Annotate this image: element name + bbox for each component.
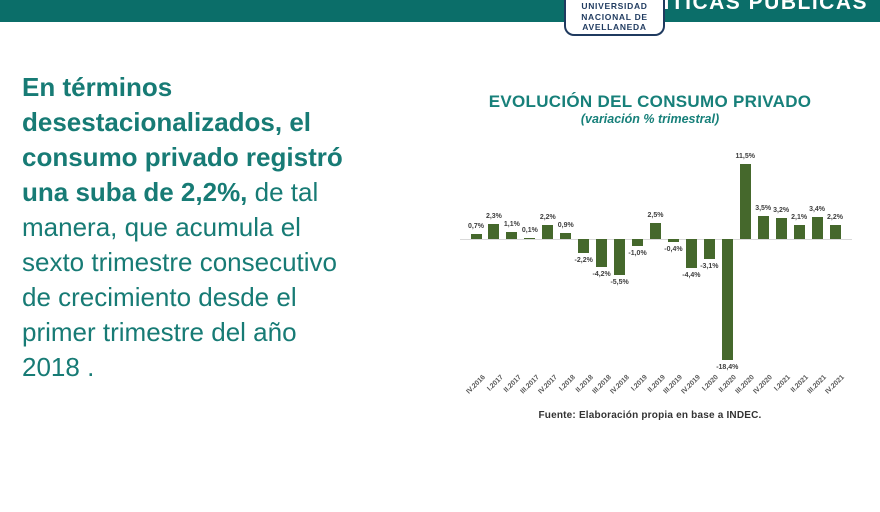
bar: [524, 238, 536, 239]
bar-value-label: 1,1%: [503, 220, 520, 228]
paragraph-regular-text: manera, que acumula el: [22, 212, 301, 242]
paragraph-line: desestacionalizados, el: [22, 105, 452, 140]
bar-value-label: -4,4%: [682, 271, 701, 279]
paragraph-bold-text: consumo privado registró: [22, 142, 343, 172]
bar: [560, 233, 572, 239]
paragraph-line: de crecimiento desde el: [22, 280, 452, 315]
paragraph-line: sexto trimestre consecutivo: [22, 245, 452, 280]
bar-value-label: -3,1%: [700, 263, 719, 271]
bar-value-label: -4,2%: [592, 270, 611, 278]
bar-value-label: 2,5%: [647, 211, 664, 219]
bar-value-label: 3,4%: [809, 205, 826, 213]
bar: [506, 231, 518, 239]
bar-value-label: -5,5%: [610, 279, 629, 287]
bar: [632, 239, 644, 246]
bar: [775, 218, 787, 239]
bar-value-label: 0,9%: [557, 222, 574, 230]
bar: [542, 224, 554, 239]
bar-value-label: 2,2%: [827, 213, 843, 221]
bar-value-label: 2,2%: [539, 213, 556, 221]
chart-title: EVOLUCIÓN DEL CONSUMO PRIVADO: [488, 92, 812, 111]
bar: [757, 216, 769, 239]
bar: [614, 239, 626, 276]
university-logo-line-1: UNIVERSIDAD: [581, 1, 648, 11]
x-axis-line: [460, 239, 852, 240]
paragraph-line: primer trimestre del año: [22, 315, 452, 350]
bar: [667, 239, 679, 242]
paragraph-line: 2018 .: [22, 350, 452, 385]
paragraph-regular-text: de tal: [247, 177, 319, 207]
bar: [650, 222, 661, 239]
bar-value-label: 11,5%: [735, 152, 755, 160]
bar: [488, 223, 500, 239]
bar-value-label: 3,5%: [755, 205, 772, 213]
university-logo: UNIVERSIDAD NACIONAL DE AVELLANEDA: [564, 0, 665, 36]
paragraph-bold-text: En términos: [22, 72, 173, 102]
paragraph-regular-text: 2018 .: [22, 352, 95, 382]
paragraph-regular-text: sexto trimestre consecutivo: [22, 247, 338, 277]
university-logo-line-3: AVELLANEDA: [582, 22, 647, 32]
paragraph-line: una suba de 2,2%, de tal: [22, 175, 452, 210]
chart-subtitle: (variación % trimestral): [580, 112, 720, 126]
bar: [793, 225, 805, 239]
chart-source: Fuente: Elaboración propia en base a IND…: [538, 410, 762, 421]
bar-value-label: -1,0%: [628, 249, 647, 257]
paragraph-bold-text: una suba de 2,2%,: [22, 177, 248, 207]
paragraph-regular-text: de crecimiento desde el: [22, 282, 297, 312]
bar: [470, 234, 482, 239]
bar: [739, 163, 751, 239]
bar-value-label: -2,2%: [574, 257, 593, 265]
bar-value-label: -0,4%: [664, 245, 683, 253]
university-logo-line-2: NACIONAL DE: [581, 11, 648, 22]
paragraph-line: consumo privado registró: [22, 140, 452, 175]
bar: [596, 239, 608, 267]
paragraph-regular-text: primer trimestre del año: [22, 317, 297, 347]
program-title: POLÍTICAS PÚBLICAS: [615, 0, 868, 14]
bar: [578, 239, 590, 254]
bar-value-label: 2,1%: [791, 214, 808, 222]
bar-value-label: 2,3%: [485, 212, 502, 220]
bar: [811, 216, 823, 239]
paragraph-line: manera, que acumula el: [22, 210, 452, 245]
main-paragraph: En términos desestacionalizados, el consum…: [22, 70, 452, 385]
bar: [721, 239, 733, 360]
bar-value-label: 3,2%: [773, 207, 790, 215]
bar-value-label: 0,7%: [468, 223, 484, 231]
bar: [829, 224, 841, 239]
paragraph-bold-text: desestacionalizados, el: [22, 107, 312, 137]
bar-value-label: -18,4%: [716, 363, 739, 371]
paragraph-line: En términos: [22, 70, 452, 105]
bar-value-label: 0,1%: [521, 227, 538, 234]
bar: [703, 239, 715, 260]
bar: [685, 239, 697, 268]
